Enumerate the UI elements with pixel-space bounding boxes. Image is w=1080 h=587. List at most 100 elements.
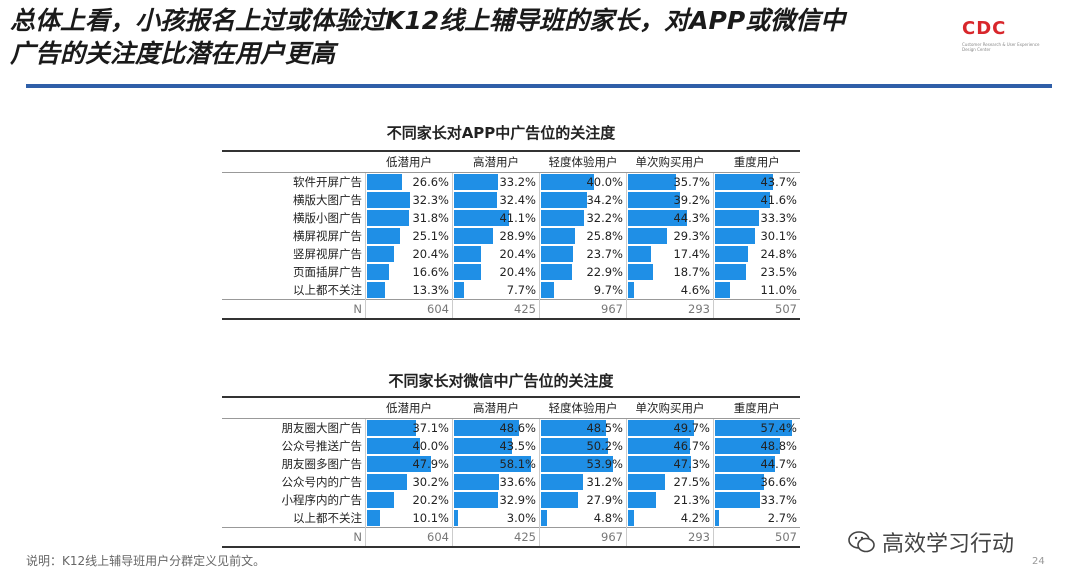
data-cell: 25.1%: [365, 227, 453, 245]
data-value: 31.2%: [586, 475, 623, 489]
sample-size-value: 967: [539, 299, 627, 320]
data-bar: [367, 492, 394, 508]
data-bar: [541, 228, 576, 244]
watermark-text: 高效学习行动: [882, 532, 1015, 557]
data-value: 25.1%: [412, 229, 449, 243]
data-value: 40.0%: [586, 175, 623, 189]
sample-size-value: 507: [713, 527, 800, 548]
data-cell: 31.2%: [539, 473, 627, 491]
column-header: 轻度体验用户: [539, 397, 627, 419]
data-bar: [628, 264, 653, 280]
data-cell: 27.5%: [626, 473, 714, 491]
data-bar: [367, 228, 401, 244]
data-value: 16.6%: [412, 265, 449, 279]
data-cell: 48.6%: [452, 418, 540, 437]
data-value: 30.1%: [760, 229, 797, 243]
data-bar: [367, 474, 408, 490]
data-bar: [454, 228, 493, 244]
sample-size-value: 604: [365, 527, 453, 548]
page-title: 总体上看，小孩报名上过或体验过K12线上辅导班的家长，对APP或微信中 广告的关…: [10, 4, 910, 70]
column-header: 重度用户: [713, 151, 800, 173]
sample-size-value: 425: [452, 527, 540, 548]
data-cell: 28.9%: [452, 227, 540, 245]
header-divider: [26, 84, 1052, 88]
data-value: 50.2%: [586, 439, 623, 453]
row-label: 朋友圈大图广告: [281, 421, 363, 435]
table-row: 朋友圈大图广告 37.1% 48.6% 48.5% 49.7% 57.4%: [222, 418, 800, 437]
footnote: 说明：K12线上辅导班用户分群定义见前文。: [26, 554, 266, 568]
data-cell: 44.7%: [713, 455, 800, 473]
row-label: 公众号推送广告: [281, 439, 363, 453]
data-cell: 4.6%: [626, 281, 714, 300]
data-cell: 29.3%: [626, 227, 714, 245]
data-bar: [541, 438, 608, 454]
data-bar: [628, 174, 676, 190]
table1-title: 不同家长对APP中广告位的关注度: [386, 124, 616, 142]
data-cell: 32.2%: [539, 209, 627, 227]
row-label: 横版大图广告: [293, 193, 362, 207]
data-cell: 48.5%: [539, 418, 627, 437]
data-value: 47.3%: [673, 457, 710, 471]
column-header: 轻度体验用户: [539, 151, 627, 173]
data-value: 10.1%: [412, 511, 449, 525]
column-header: 高潜用户: [452, 397, 540, 419]
data-value: 28.9%: [499, 229, 536, 243]
data-cell: 25.8%: [539, 227, 627, 245]
wechat-ad-attention-table: 低潜用户 高潜用户 轻度体验用户 单次购买用户 重度用户 朋友圈大图广告 37.1% 48.6…: [222, 396, 800, 548]
data-value: 39.2%: [673, 193, 710, 207]
title-line-2: 广告的关注度比潜在用户更高: [10, 39, 336, 68]
data-bar: [628, 192, 681, 208]
data-value: 47.9%: [412, 457, 449, 471]
data-bar: [454, 492, 498, 508]
data-bar: [541, 282, 554, 298]
data-bar: [715, 456, 775, 472]
data-value: 20.4%: [499, 247, 536, 261]
column-header: 高潜用户: [452, 151, 540, 173]
data-bar: [628, 210, 688, 226]
data-bar: [715, 174, 774, 190]
data-value: 27.9%: [586, 493, 623, 507]
data-bar: [454, 264, 482, 280]
row-label: 以上都不关注: [293, 283, 362, 297]
data-value: 20.4%: [499, 265, 536, 279]
row-label: 以上都不关注: [293, 511, 362, 525]
data-bar: [454, 210, 509, 226]
data-cell: 33.6%: [452, 473, 540, 491]
data-bar: [454, 510, 458, 526]
table-row: 朋友圈多图广告 47.9% 58.1% 53.9% 47.3% 44.7%: [222, 455, 800, 473]
data-value: 32.3%: [412, 193, 449, 207]
data-bar: [541, 264, 572, 280]
data-bar: [541, 192, 587, 208]
data-bar: [541, 246, 573, 262]
data-bar: [541, 474, 583, 490]
data-cell: 22.9%: [539, 263, 627, 281]
app-ad-attention-table: 低潜用户 高潜用户 轻度体验用户 单次购买用户 重度用户 软件开屏广告 26.6% 33.2%…: [222, 150, 800, 320]
data-bar: [367, 264, 390, 280]
data-bar: [367, 174, 403, 190]
table2-title: 不同家长对微信中广告位的关注度: [388, 372, 614, 390]
data-value: 57.4%: [760, 421, 797, 435]
data-value: 32.9%: [499, 493, 536, 507]
column-header: 单次购买用户: [626, 397, 714, 419]
data-cell: 20.4%: [365, 245, 453, 263]
data-value: 3.0%: [506, 511, 536, 525]
table-row: 页面插屏广告 16.6% 20.4% 22.9% 18.7% 23.5%: [222, 263, 800, 281]
data-value: 26.6%: [412, 175, 449, 189]
data-cell: 47.3%: [626, 455, 714, 473]
data-bar: [715, 474, 764, 490]
data-value: 9.7%: [593, 283, 623, 297]
table-row: 横版大图广告 32.3% 32.4% 34.2% 39.2% 41.6%: [222, 191, 800, 209]
logo-subtitle: Customer Research & User Experience Desi…: [962, 42, 1040, 52]
sample-size-row: N 604 425 967 293 507: [222, 527, 800, 548]
data-cell: 17.4%: [626, 245, 714, 263]
data-bar: [715, 510, 719, 526]
data-value: 30.2%: [412, 475, 449, 489]
sample-size-value: 604: [365, 299, 453, 320]
data-cell: 23.7%: [539, 245, 627, 263]
data-value: 58.1%: [499, 457, 536, 471]
data-value: 41.6%: [760, 193, 797, 207]
page-number: 24: [1032, 556, 1045, 567]
data-value: 25.8%: [586, 229, 623, 243]
sample-size-label: N: [222, 299, 366, 320]
data-bar: [715, 264, 747, 280]
